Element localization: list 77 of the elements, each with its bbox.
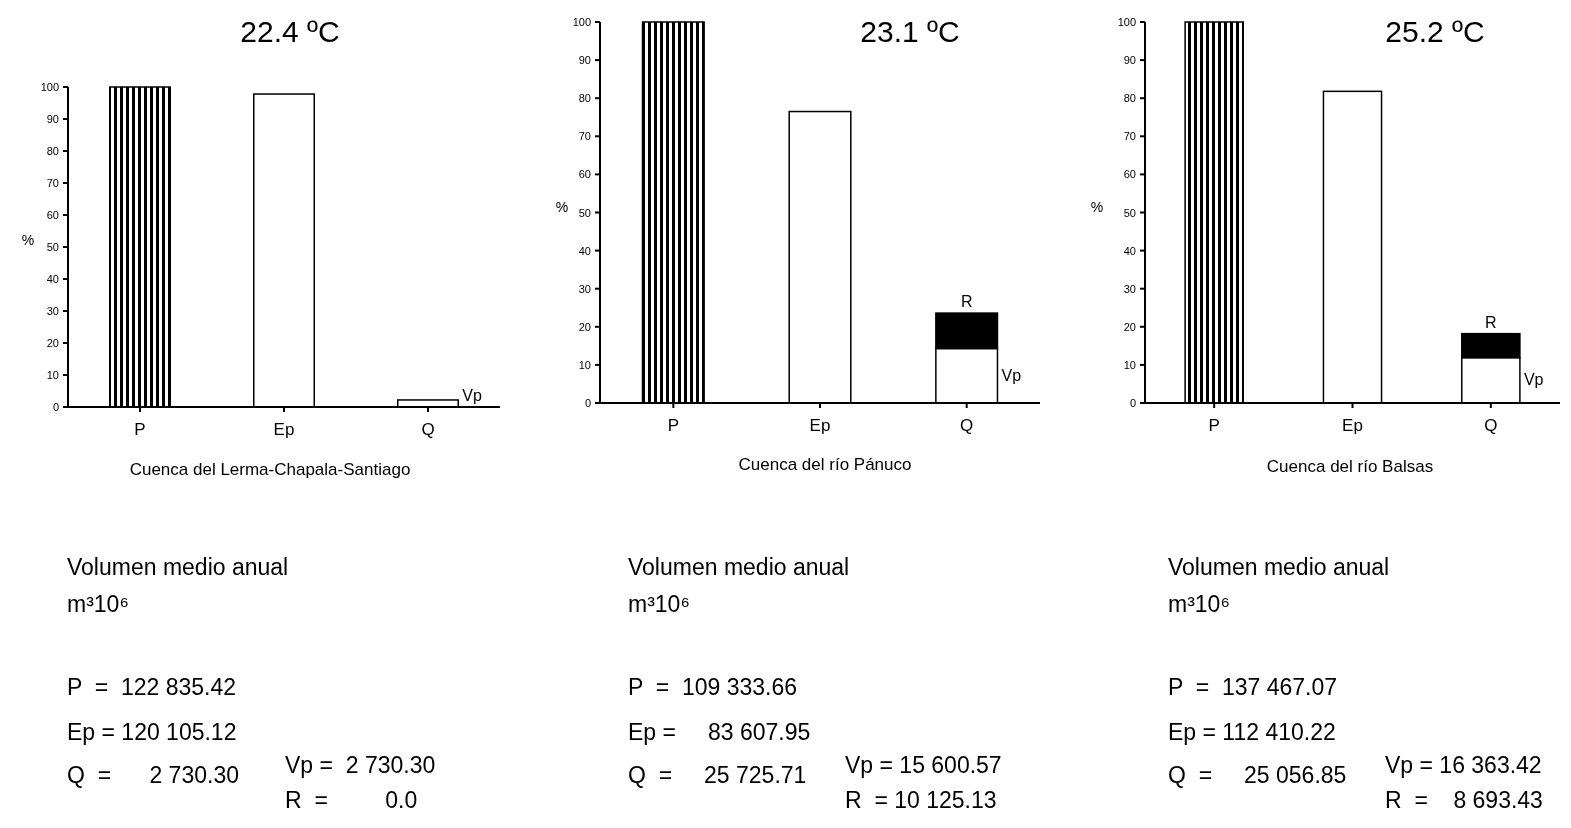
y-tick-label: 20 [578, 320, 591, 333]
x-axis-title: Cuenca del río Pánuco [738, 455, 912, 474]
y-axis-title: % [555, 199, 569, 215]
text: Q = 2 730.30 [67, 762, 239, 788]
text: Q = 25 725.71 [628, 762, 807, 788]
text: Q = 25 056.85 [1168, 762, 1347, 788]
y-tick-label: 80 [578, 92, 591, 105]
y-tick-label: 20 [1123, 320, 1136, 333]
y-tick-label: 100 [40, 81, 59, 93]
text: R = 10 125.13 [845, 787, 997, 813]
y-tick-label: 50 [1123, 206, 1136, 219]
text: m³10⁶ [628, 591, 690, 617]
x-tick-label: Ep [1342, 416, 1363, 435]
x-tick-label: P [1208, 416, 1220, 435]
y-tick-label: 70 [46, 177, 59, 189]
text: R = 0.0 [285, 787, 418, 813]
series-label: Vp [1523, 371, 1544, 389]
y-tick-label: 10 [578, 358, 591, 371]
text: P = 109 333.66 [628, 674, 798, 700]
y-axis-title: % [21, 232, 35, 248]
y-tick-label: 60 [578, 168, 591, 181]
y-tick-label: 0 [584, 397, 591, 409]
y-tick-label: 80 [46, 145, 59, 157]
y-tick-label: 30 [46, 305, 59, 317]
y-tick-label: 50 [578, 206, 591, 219]
chart-title: 22.4 ºC [240, 15, 340, 48]
y-tick-label: 90 [578, 54, 591, 67]
series-label: Vp [462, 387, 482, 404]
x-axis-title: Cuenca del Lerma-Chapala-Santiago [129, 460, 411, 479]
text: Vp = 2 730.30 [285, 752, 436, 778]
chart-title: 25.2 ºC [1385, 15, 1485, 48]
y-axis-title: % [1090, 199, 1104, 215]
text: m³10⁶ [67, 591, 129, 617]
y-tick-label: 40 [46, 273, 59, 285]
text: Ep = 83 607.95 [628, 719, 811, 745]
x-tick-label: Ep [273, 420, 295, 439]
y-tick-label: 50 [46, 241, 59, 253]
x-tick-label: P [134, 420, 146, 439]
chart-title: 23.1 ºC [860, 15, 960, 48]
y-tick-label: 10 [1123, 358, 1136, 371]
y-tick-label: 80 [1123, 92, 1136, 105]
y-tick-label: 90 [46, 113, 59, 125]
y-tick-label: 60 [1123, 168, 1136, 181]
text: Vp = 15 600.57 [845, 752, 1002, 778]
text: Volumen medio anual [67, 554, 289, 580]
y-tick-label: 0 [1129, 397, 1136, 409]
y-tick-label: 90 [1123, 54, 1136, 67]
y-tick-label: 40 [578, 244, 591, 257]
y-tick-label: 100 [572, 16, 591, 28]
y-tick-label: 30 [1123, 282, 1136, 295]
text: P = 137 467.07 [1168, 674, 1338, 700]
y-tick-label: 70 [578, 130, 591, 143]
x-tick-label: Q [960, 416, 974, 435]
text: P = 122 835.42 [67, 674, 237, 700]
x-axis-title: Cuenca del río Balsas [1266, 457, 1434, 476]
text: R = 8 693.43 [1385, 787, 1543, 813]
y-tick-label: 10 [46, 369, 59, 381]
series-label: R [1485, 313, 1497, 331]
y-tick-label: 20 [46, 337, 59, 349]
y-tick-label: 30 [578, 282, 591, 295]
text: Ep = 112 410.22 [1168, 719, 1336, 745]
text: Volumen medio anual [628, 554, 850, 580]
y-tick-label: 0 [52, 401, 59, 413]
y-tick-label: 40 [1123, 244, 1136, 257]
y-tick-label: 60 [46, 209, 59, 221]
y-tick-label: 70 [1123, 130, 1136, 143]
series-label: R [960, 293, 973, 311]
x-tick-label: Q [1484, 416, 1498, 435]
text: Vp = 16 363.42 [1385, 752, 1542, 778]
y-tick-label: 100 [1117, 16, 1136, 28]
x-tick-label: P [667, 416, 680, 435]
x-tick-label: Q [421, 420, 435, 439]
x-tick-label: Ep [809, 416, 831, 435]
text: m³10⁶ [1168, 591, 1230, 617]
text: Ep = 120 105.12 [67, 719, 237, 745]
text: Volumen medio anual [1168, 554, 1390, 580]
series-label: Vp [1001, 366, 1022, 384]
